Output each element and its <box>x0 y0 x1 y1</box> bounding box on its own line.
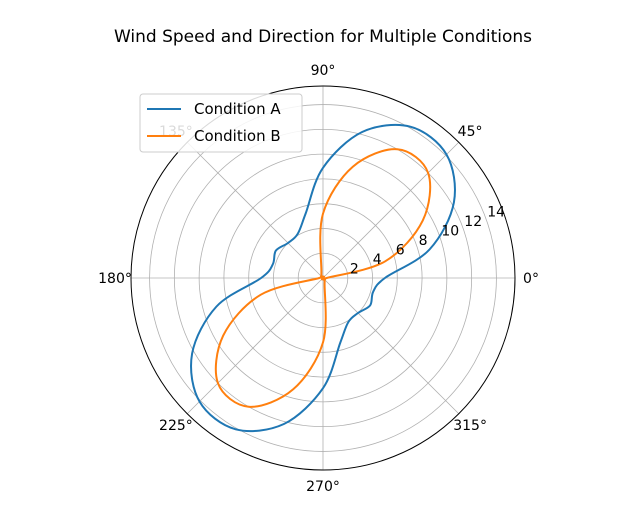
polar-grid <box>130 85 516 471</box>
angular-gridline <box>186 141 324 279</box>
legend-label: Condition B <box>194 127 281 145</box>
angle-tick-label: 0° <box>523 271 539 287</box>
angular-gridline <box>322 277 460 415</box>
data-layer <box>190 123 456 433</box>
angle-tick-label: 45° <box>458 124 483 140</box>
radial-tick-label: 12 <box>464 214 482 230</box>
series-line-2 <box>214 148 432 408</box>
series-line-1 <box>190 123 456 433</box>
polar-frame <box>130 85 516 471</box>
radial-tick-label: 8 <box>419 233 428 249</box>
angle-tick-label: 270° <box>306 479 340 495</box>
angle-tick-label: 225° <box>159 418 193 434</box>
legend: Condition A Condition B <box>139 93 303 153</box>
chart-title: Wind Speed and Direction for Multiple Co… <box>114 27 532 47</box>
radial-tick-label: 6 <box>396 243 405 259</box>
radial-tick-label: 14 <box>487 205 505 221</box>
angular-gridline <box>186 277 324 415</box>
radial-tick-label: 2 <box>350 262 359 278</box>
angle-tick-label: 180° <box>98 271 132 287</box>
radial-tick-label: 4 <box>373 252 382 268</box>
legend-label: Condition A <box>194 100 281 118</box>
angular-gridline <box>322 141 460 279</box>
radial-tick-label: 10 <box>441 224 459 240</box>
angle-tick-label: 315° <box>453 418 487 434</box>
angle-tick-label: 90° <box>311 63 336 79</box>
